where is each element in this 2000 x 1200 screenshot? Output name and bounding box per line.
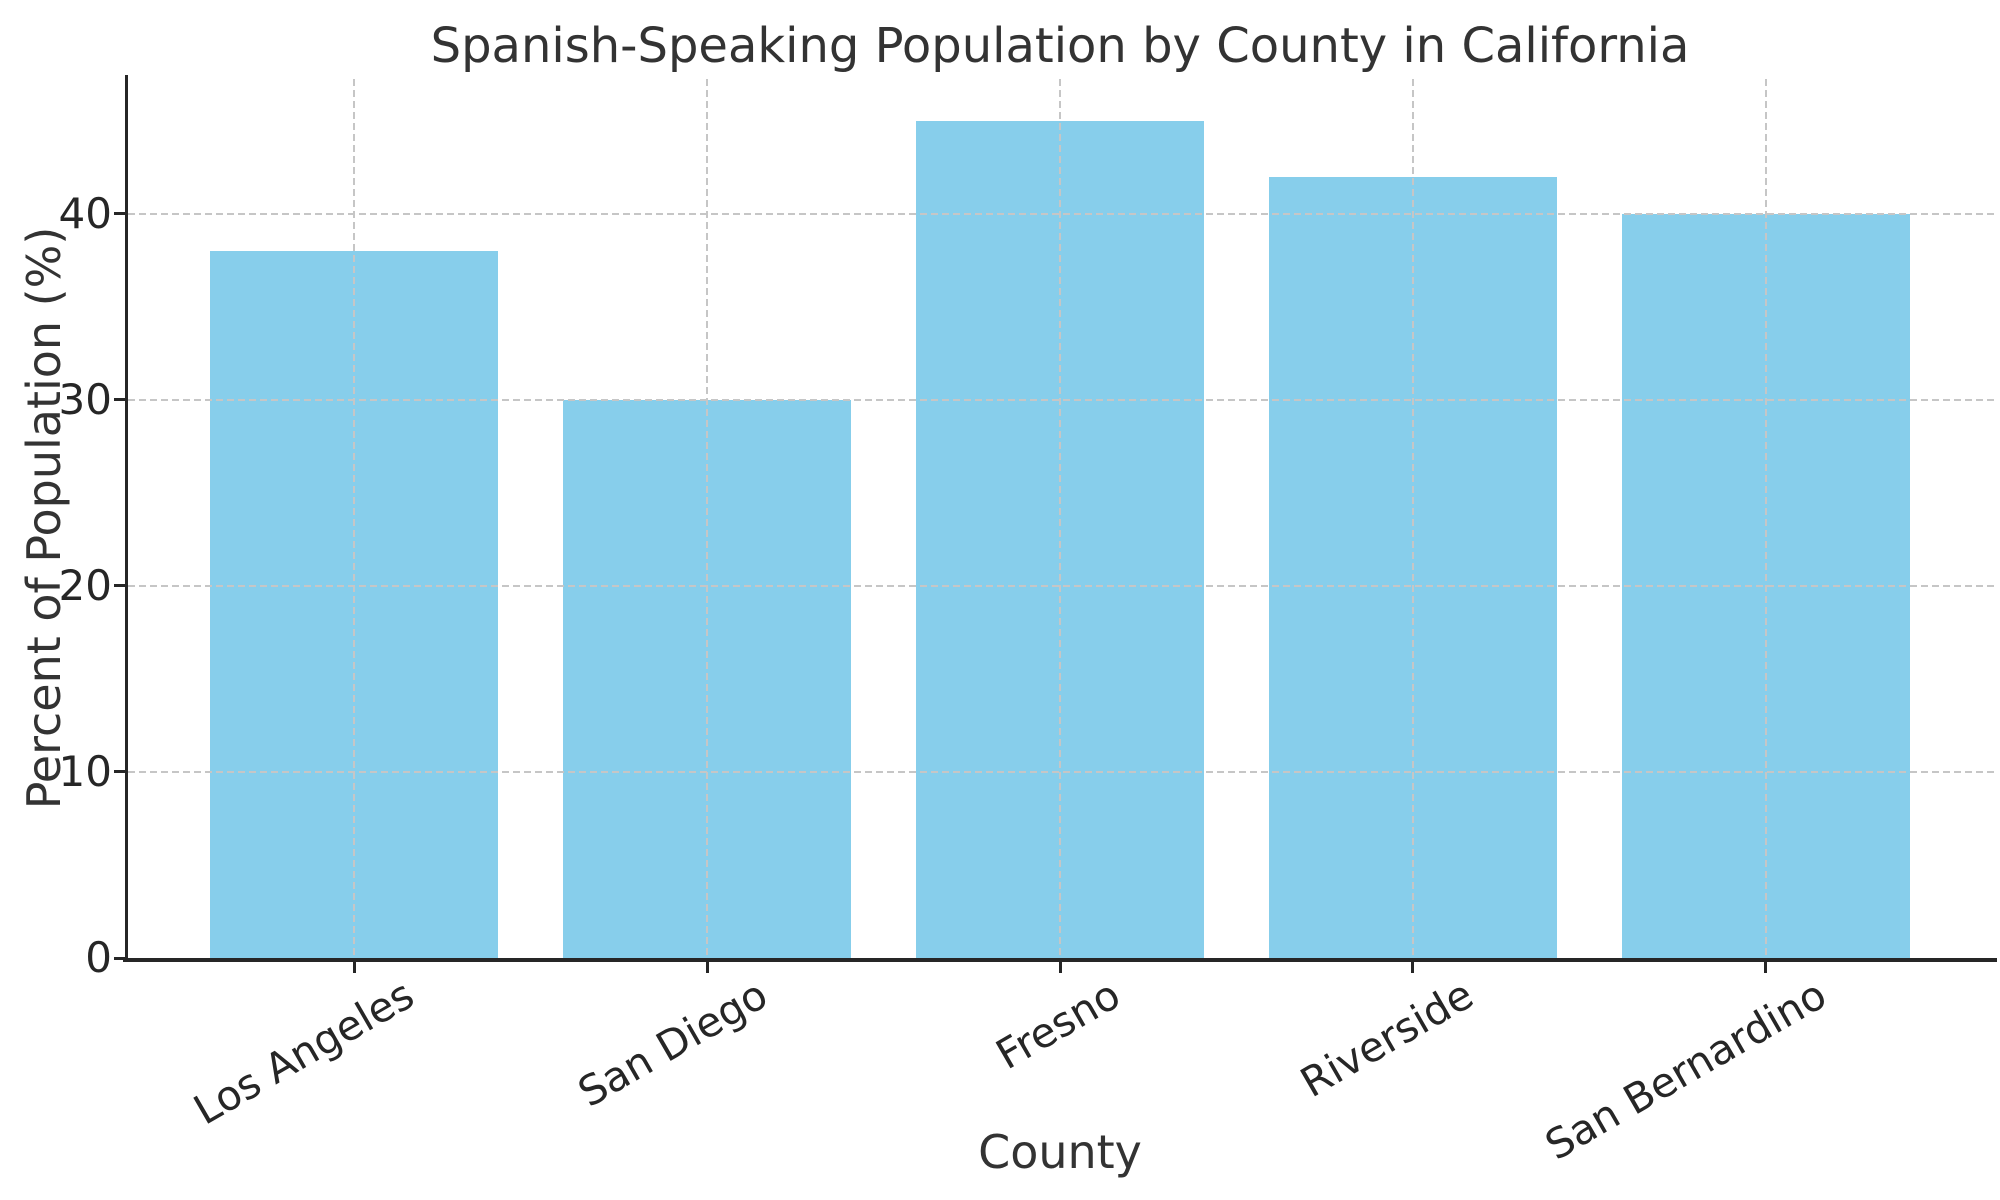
- y-tick-30: [114, 398, 125, 401]
- chart-title: Spanish-Speaking Population by County in…: [430, 18, 1690, 74]
- x-gridline-san-diego: [706, 79, 708, 958]
- y-tick-label-10: 10: [58, 747, 112, 796]
- x-tick-label-riverside: Riverside: [1292, 970, 1481, 1107]
- x-tick-san-diego: [706, 962, 709, 973]
- x-tick-label-san-diego: San Diego: [569, 970, 775, 1117]
- y-gridline-10: [128, 771, 1995, 773]
- x-tick-label-san-bernardino: San Bernardino: [1536, 970, 1834, 1170]
- y-tick-0: [114, 957, 125, 960]
- x-axis-label: County: [978, 1125, 1142, 1179]
- y-tick-40: [114, 212, 125, 215]
- y-tick-20: [114, 584, 125, 587]
- x-gridline-los-angeles: [353, 79, 355, 958]
- y-tick-label-40: 40: [58, 189, 112, 238]
- x-tick-los-angeles: [353, 962, 356, 973]
- x-gridline-riverside: [1412, 79, 1414, 958]
- y-gridline-20: [128, 585, 1995, 587]
- x-gridline-san-bernardino: [1765, 79, 1767, 958]
- y-axis-spine: [125, 75, 128, 962]
- x-tick-label-fresno: Fresno: [987, 970, 1128, 1079]
- x-axis-spine: [123, 958, 1997, 962]
- y-axis-label: Percent of Population (%): [17, 226, 71, 810]
- x-tick-san-bernardino: [1764, 962, 1767, 973]
- x-tick-fresno: [1059, 962, 1062, 973]
- y-tick-label-30: 30: [58, 375, 112, 424]
- y-gridline-30: [128, 399, 1995, 401]
- x-gridline-fresno: [1059, 79, 1061, 958]
- y-tick-10: [114, 770, 125, 773]
- y-tick-label-20: 20: [58, 561, 112, 610]
- x-tick-label-los-angeles: Los Angeles: [185, 970, 422, 1135]
- x-tick-riverside: [1411, 962, 1414, 973]
- y-tick-label-0: 0: [85, 933, 112, 982]
- y-gridline-40: [128, 213, 1995, 215]
